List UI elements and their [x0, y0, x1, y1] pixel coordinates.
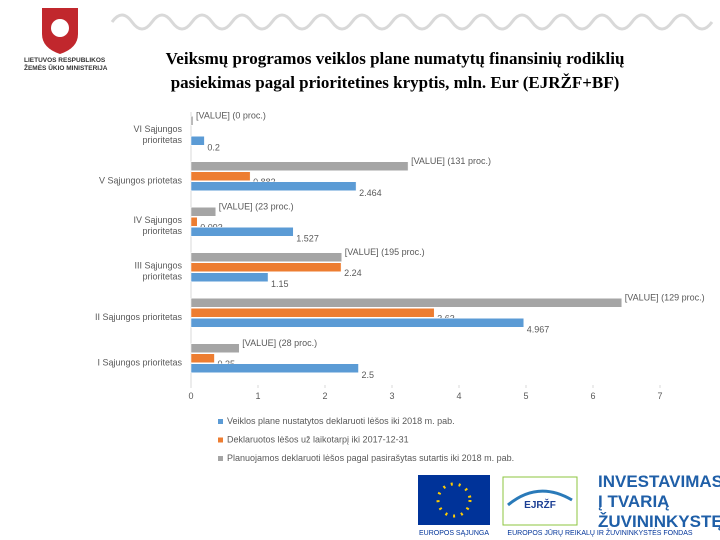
bar [190, 308, 435, 318]
x-tick-label: 5 [523, 391, 528, 401]
bar [190, 161, 409, 171]
legend-label: Deklaruotos lėšos už laikotarpį iki 2017… [227, 435, 409, 445]
chart-title: Veiksmų programos veiklos plane numatytų… [166, 49, 625, 68]
value-label: 2.464 [359, 188, 382, 198]
value-label: [VALUE] (129 proc.) [625, 292, 705, 302]
value-label: 4.967 [527, 324, 550, 334]
bar [190, 181, 357, 191]
bar [190, 262, 342, 272]
chart-title: pasiekimas pagal prioritetines kryptis, … [171, 73, 620, 92]
y-tick-label: I Sąjungos prioritetas [97, 357, 182, 367]
value-label: [VALUE] (0 proc.) [196, 110, 266, 120]
x-tick-label: 7 [657, 391, 662, 401]
fund-label: EUROPOS JŪRŲ REIKALŲ IR ŽUVININKYSTĖS FO… [507, 528, 692, 537]
legend-swatch [218, 456, 223, 461]
legend-swatch [218, 419, 223, 424]
legend-label: Planuojamos deklaruoti lėšos pagal pasir… [227, 453, 514, 463]
y-tick-label: VI Sąjungos prioritetas [133, 124, 182, 145]
x-tick-label: 0 [188, 391, 193, 401]
bar [190, 343, 240, 353]
bar [190, 171, 251, 181]
bar [190, 353, 215, 363]
slogan: ŽUVININKYSTĘ [598, 512, 720, 531]
eu-flag [418, 475, 490, 525]
ornament [110, 13, 714, 31]
y-tick-label: IV Sąjungos prioritetas [133, 215, 182, 236]
bar [190, 252, 342, 262]
bar [190, 227, 294, 237]
legend-label: Veiklos plane nustatytos deklaruoti lėšo… [227, 416, 455, 426]
legend-swatch [218, 437, 223, 443]
bar [190, 298, 623, 308]
value-label: [VALUE] (195 proc.) [345, 247, 425, 257]
x-tick-label: 2 [322, 391, 327, 401]
y-tick-label: V Sąjungos priotetas [99, 175, 183, 185]
x-tick-label: 4 [456, 391, 461, 401]
ministry: LIETUVOS RESPUBLIKOS [24, 57, 106, 64]
y-tick-label: II Sąjungos prioritetas [95, 312, 183, 322]
value-label: 0.2 [207, 142, 220, 152]
eu-label: EUROPOS SĄJUNGA [419, 530, 489, 537]
fund-abbr: EJRŽF [524, 498, 556, 511]
bar [190, 318, 525, 328]
bar [190, 363, 359, 373]
slogan: INVESTAVIMAS [598, 472, 720, 491]
ministry: ŽEMĖS ŪKIO MINISTERIJA [24, 63, 108, 72]
y-tick-label: III Sąjungos prioritetas [134, 260, 182, 281]
slogan: Į TVARIĄ [598, 492, 669, 511]
x-tick-label: 1 [255, 391, 260, 401]
bar [190, 207, 217, 217]
bar [190, 116, 194, 126]
bar [190, 272, 269, 282]
value-label: 2.24 [344, 268, 362, 278]
value-label: [VALUE] (28 proc.) [242, 338, 317, 348]
value-label: 1.527 [296, 233, 319, 243]
value-label: [VALUE] (131 proc.) [411, 156, 491, 166]
x-tick-label: 6 [590, 391, 595, 401]
value-label: [VALUE] (23 proc.) [219, 201, 294, 211]
bar [190, 217, 198, 227]
value-label: 2.5 [362, 370, 375, 380]
fund-logo [502, 476, 578, 526]
x-tick-label: 3 [389, 391, 394, 401]
value-label: 1.15 [271, 279, 289, 289]
coat-of-arms [42, 8, 78, 54]
bar [190, 136, 205, 146]
